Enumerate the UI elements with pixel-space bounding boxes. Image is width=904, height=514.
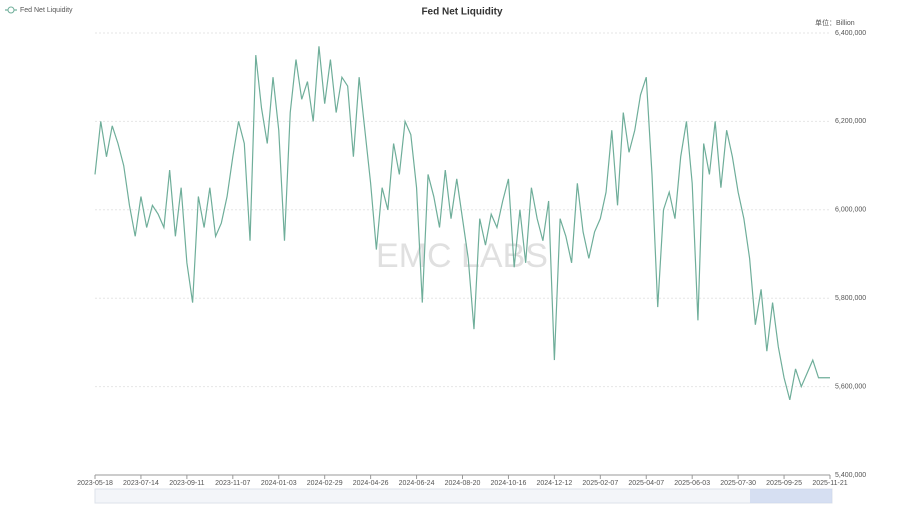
x-tick-label: 2023-07-14 — [123, 480, 159, 487]
x-tick-label: 2025-09-25 — [766, 480, 802, 487]
y-tick-label: 5,800,000 — [835, 295, 866, 302]
y-tick-label: 5,600,000 — [835, 383, 866, 390]
x-tick-label: 2024-01-03 — [261, 480, 297, 487]
x-tick-label: 2024-02-29 — [307, 480, 343, 487]
x-tick-label: 2025-02-07 — [582, 480, 618, 487]
zoom-window[interactable] — [750, 489, 832, 503]
x-tick-label: 2025-11-21 — [812, 480, 847, 487]
data-zoom[interactable] — [94, 488, 833, 504]
zoom-track — [94, 488, 833, 504]
unit-label: 单位：Billion — [815, 18, 855, 27]
legend-marker — [7, 6, 15, 14]
x-tick-label: 2024-06-24 — [399, 480, 435, 487]
x-tick-label: 2025-07-30 — [720, 480, 756, 487]
watermark: EMC LABS — [376, 237, 548, 275]
line-series — [94, 46, 830, 401]
y-tick-label: 5,400,000 — [835, 472, 866, 479]
x-tick-label: 2023-11-07 — [215, 480, 250, 487]
x-tick-label: 2025-06-03 — [674, 480, 710, 487]
x-tick-label: 2023-05-18 — [77, 480, 113, 487]
x-tick-label: 2024-12-12 — [536, 480, 572, 487]
x-tick-label: 2024-04-26 — [353, 480, 389, 487]
x-tick-label: 2025-04-07 — [628, 480, 664, 487]
chart-title: Fed Net Liquidity — [421, 7, 503, 18]
legend-item[interactable]: Fed Net Liquidity — [5, 6, 73, 14]
x-tick-label: 2023-09-11 — [169, 480, 204, 487]
y-tick-label: 6,200,000 — [835, 118, 866, 125]
x-tick-label: 2024-10-16 — [491, 480, 527, 487]
y-tick-label: 6,000,000 — [835, 207, 866, 214]
legend-label: Fed Net Liquidity — [20, 7, 73, 14]
x-tick-label: 2024-08-20 — [445, 480, 481, 487]
y-tick-label: 6,400,000 — [835, 30, 866, 37]
